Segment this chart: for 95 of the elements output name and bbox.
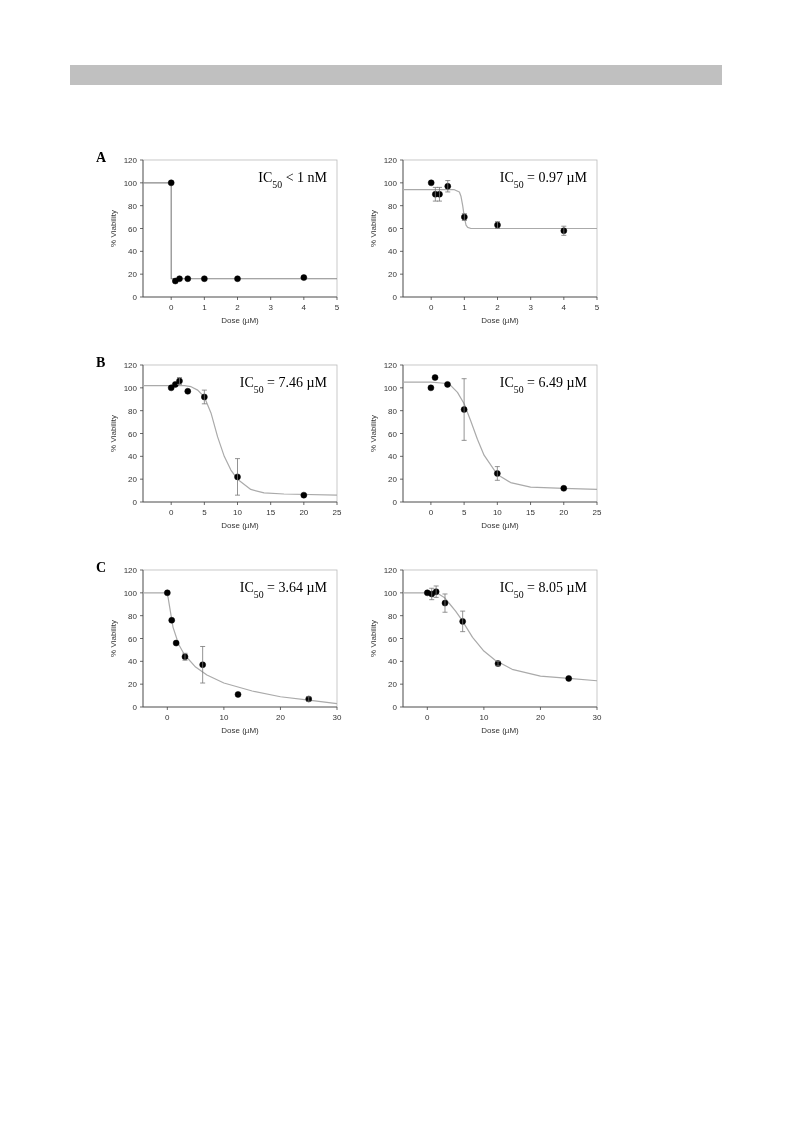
x-tick-label: 0 bbox=[428, 508, 434, 517]
x-tick-label: 3 bbox=[268, 303, 274, 312]
x-tick-label: 0 bbox=[168, 303, 174, 312]
annotation: IC$_{50}$ = 6.49 µM bbox=[499, 375, 588, 395]
y-axis-title: % Viability bbox=[109, 620, 118, 657]
y-tick-label: 80 bbox=[388, 201, 398, 211]
annotation: IC$_{50}$ = 7.46 µM bbox=[239, 375, 328, 395]
chart-title: A bbox=[96, 150, 107, 165]
y-tick-label: 60 bbox=[128, 634, 138, 644]
x-tick-label: 4 bbox=[301, 303, 307, 312]
y-tick-label: 80 bbox=[128, 611, 138, 621]
y-tick-label: 60 bbox=[128, 429, 138, 439]
y-tick-label: 120 bbox=[383, 566, 398, 575]
y-tick-label: 20 bbox=[388, 680, 398, 690]
x-tick-label: 10 bbox=[219, 713, 229, 722]
x-tick-label: 2 bbox=[235, 303, 241, 312]
x-tick-label: 0 bbox=[425, 713, 431, 722]
y-tick-label: 20 bbox=[388, 270, 398, 280]
y-tick-label: 0 bbox=[132, 703, 138, 712]
x-tick-label: 1 bbox=[462, 303, 468, 312]
y-tick-label: 120 bbox=[123, 566, 138, 575]
y-tick-label: 20 bbox=[128, 270, 138, 280]
x-tick-label: 4 bbox=[561, 303, 567, 312]
chart-title: B bbox=[96, 355, 106, 370]
x-tick-label: 30 bbox=[592, 713, 602, 722]
x-tick-label: 30 bbox=[332, 713, 342, 722]
y-tick-label: 60 bbox=[388, 224, 398, 234]
annotation: IC$_{50}$ = 3.64 µM bbox=[239, 580, 328, 600]
y-tick-label: 80 bbox=[388, 611, 398, 621]
x-tick-label: 10 bbox=[479, 713, 489, 722]
y-tick-label: 40 bbox=[128, 657, 138, 667]
y-tick-label: 100 bbox=[383, 383, 398, 393]
y-tick-label: 40 bbox=[388, 452, 398, 462]
x-tick-label: 10 bbox=[233, 508, 243, 517]
x-tick-label: 5 bbox=[334, 303, 340, 312]
annotation: IC$_{50}$ < 1 nM bbox=[258, 170, 328, 190]
y-tick-label: 80 bbox=[128, 406, 138, 416]
y-axis-title: % Viability bbox=[109, 415, 118, 452]
chart-title: C bbox=[96, 560, 107, 575]
x-tick-label: 15 bbox=[526, 508, 536, 517]
x-tick-label: 5 bbox=[594, 303, 600, 312]
y-tick-label: 60 bbox=[388, 634, 398, 644]
y-tick-label: 40 bbox=[128, 247, 138, 257]
y-tick-label: 120 bbox=[123, 156, 138, 165]
y-tick-label: 60 bbox=[128, 224, 138, 234]
y-tick-label: 80 bbox=[388, 406, 398, 416]
x-axis-title: Dose (µM) bbox=[481, 726, 520, 735]
x-axis-title: Dose (µM) bbox=[481, 316, 520, 325]
y-tick-label: 100 bbox=[383, 178, 398, 188]
annotation: IC$_{50}$ = 0.97 µM bbox=[499, 170, 588, 190]
x-tick-label: 15 bbox=[266, 508, 276, 517]
x-axis-title: Dose (µM) bbox=[221, 316, 260, 325]
x-tick-label: 20 bbox=[535, 713, 546, 722]
y-tick-label: 40 bbox=[388, 247, 398, 257]
y-tick-label: 100 bbox=[123, 383, 138, 393]
x-tick-label: 5 bbox=[461, 508, 467, 517]
y-axis-title: % Viability bbox=[369, 415, 378, 452]
x-axis-title: Dose (µM) bbox=[221, 521, 260, 530]
y-tick-label: 100 bbox=[123, 178, 138, 188]
y-tick-label: 60 bbox=[388, 429, 398, 439]
y-tick-label: 40 bbox=[128, 452, 138, 462]
x-tick-label: 20 bbox=[275, 713, 286, 722]
y-tick-label: 100 bbox=[123, 588, 138, 598]
x-axis-title: Dose (µM) bbox=[481, 521, 520, 530]
y-axis-title: % Viability bbox=[109, 210, 118, 247]
y-tick-label: 20 bbox=[128, 475, 138, 485]
x-tick-label: 0 bbox=[428, 303, 434, 312]
x-tick-label: 5 bbox=[202, 508, 208, 517]
y-tick-label: 20 bbox=[388, 475, 398, 485]
annotation: IC$_{50}$ = 8.05 µM bbox=[499, 580, 588, 600]
y-tick-label: 120 bbox=[383, 156, 398, 165]
x-tick-label: 20 bbox=[559, 508, 569, 517]
y-tick-label: 100 bbox=[383, 588, 398, 598]
y-tick-label: 120 bbox=[383, 361, 398, 370]
y-tick-label: 80 bbox=[128, 201, 138, 211]
y-tick-label: 0 bbox=[392, 498, 398, 507]
x-tick-label: 25 bbox=[592, 508, 602, 517]
x-tick-label: 25 bbox=[332, 508, 342, 517]
x-tick-label: 3 bbox=[528, 303, 534, 312]
y-tick-label: 20 bbox=[128, 680, 138, 690]
x-tick-label: 0 bbox=[168, 508, 174, 517]
y-tick-label: 40 bbox=[388, 657, 398, 667]
x-axis-title: Dose (µM) bbox=[221, 726, 260, 735]
y-tick-label: 120 bbox=[123, 361, 138, 370]
x-tick-label: 1 bbox=[202, 303, 208, 312]
y-tick-label: 0 bbox=[392, 703, 398, 712]
y-axis-title: % Viability bbox=[369, 620, 378, 657]
x-tick-label: 20 bbox=[299, 508, 309, 517]
y-tick-label: 0 bbox=[132, 293, 138, 302]
y-tick-label: 0 bbox=[132, 498, 138, 507]
y-axis-title: % Viability bbox=[369, 210, 378, 247]
y-tick-label: 0 bbox=[392, 293, 398, 302]
x-tick-label: 10 bbox=[492, 508, 503, 517]
x-tick-label: 0 bbox=[165, 713, 171, 722]
x-tick-label: 2 bbox=[495, 303, 501, 312]
